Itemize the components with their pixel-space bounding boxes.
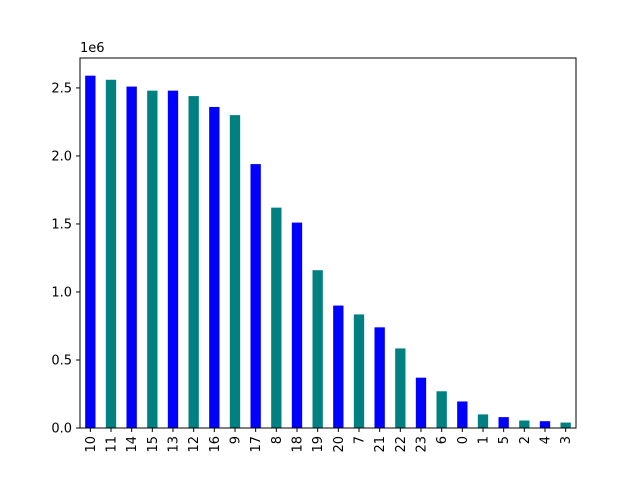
bars-group: [85, 75, 571, 429]
bar-0: [457, 401, 468, 428]
x-tick-label: 7: [353, 436, 368, 444]
bar-10: [85, 75, 96, 429]
x-tick-label: 4: [539, 436, 554, 444]
y-tick-label: 2.5: [51, 81, 72, 96]
bar-2: [519, 420, 530, 428]
y-axis: 0.0 0.5 1.0 1.5 2.0 2.5: [51, 81, 80, 437]
bar-1: [477, 414, 489, 428]
bar-14: [126, 86, 137, 428]
bar-7: [353, 314, 365, 428]
x-tick-label: 19: [311, 436, 326, 453]
x-tick-label: 23: [415, 436, 430, 453]
x-tick-label: 6: [435, 436, 450, 444]
bar-19: [312, 270, 323, 428]
bar-12: [188, 96, 199, 428]
bar-16: [209, 106, 220, 428]
x-tick-label: 3: [559, 436, 574, 444]
x-tick-label: 17: [249, 436, 264, 453]
bar-11: [105, 79, 117, 428]
x-tick-label: 11: [105, 436, 120, 453]
x-tick-label: 21: [373, 436, 388, 453]
bar-6: [436, 391, 447, 428]
bar-21: [374, 327, 385, 428]
y-tick-label: 1.5: [51, 217, 72, 232]
bar-23: [415, 377, 427, 428]
bar-20: [333, 305, 344, 428]
x-tick-label: 5: [497, 436, 512, 444]
x-tick-label: 2: [518, 436, 533, 444]
bar-22: [395, 348, 406, 428]
bar-4: [539, 421, 551, 428]
y-tick-label: 2.0: [51, 149, 72, 164]
x-tick-label: 10: [84, 436, 99, 453]
bar-17: [250, 164, 261, 428]
x-tick-label: 1: [477, 436, 492, 444]
bar-5: [498, 417, 509, 428]
x-tick-label: 18: [291, 436, 306, 453]
y-tick-label: 0.0: [51, 422, 72, 437]
x-tick-label: 13: [167, 436, 182, 453]
bar-9: [229, 115, 241, 428]
bar-3: [560, 422, 571, 428]
x-tick-label: 15: [146, 436, 161, 453]
bar-8: [271, 207, 282, 428]
x-tick-label: 14: [125, 436, 140, 453]
y-tick-label: 1.0: [51, 285, 72, 300]
x-tick-label: 22: [394, 436, 409, 453]
x-tick-label: 9: [229, 436, 244, 444]
y-tick-label: 0.5: [51, 353, 72, 368]
y-axis-offset-label: 1e6: [80, 41, 105, 56]
x-tick-label: 12: [187, 436, 202, 453]
x-tick-label: 8: [270, 436, 285, 444]
plot-frame: [79, 57, 577, 429]
x-tick-label: 16: [208, 436, 223, 453]
x-axis: 10 11 14 15 13 12 16 9 17 8 18 19 20 7 21 22 23 6 0 1 5 2 4 3: [84, 428, 574, 453]
bar-13: [167, 90, 179, 429]
bar-15: [147, 90, 158, 429]
x-tick-label: 20: [332, 436, 347, 453]
bar-18: [291, 222, 303, 428]
x-tick-label: 0: [456, 436, 471, 444]
